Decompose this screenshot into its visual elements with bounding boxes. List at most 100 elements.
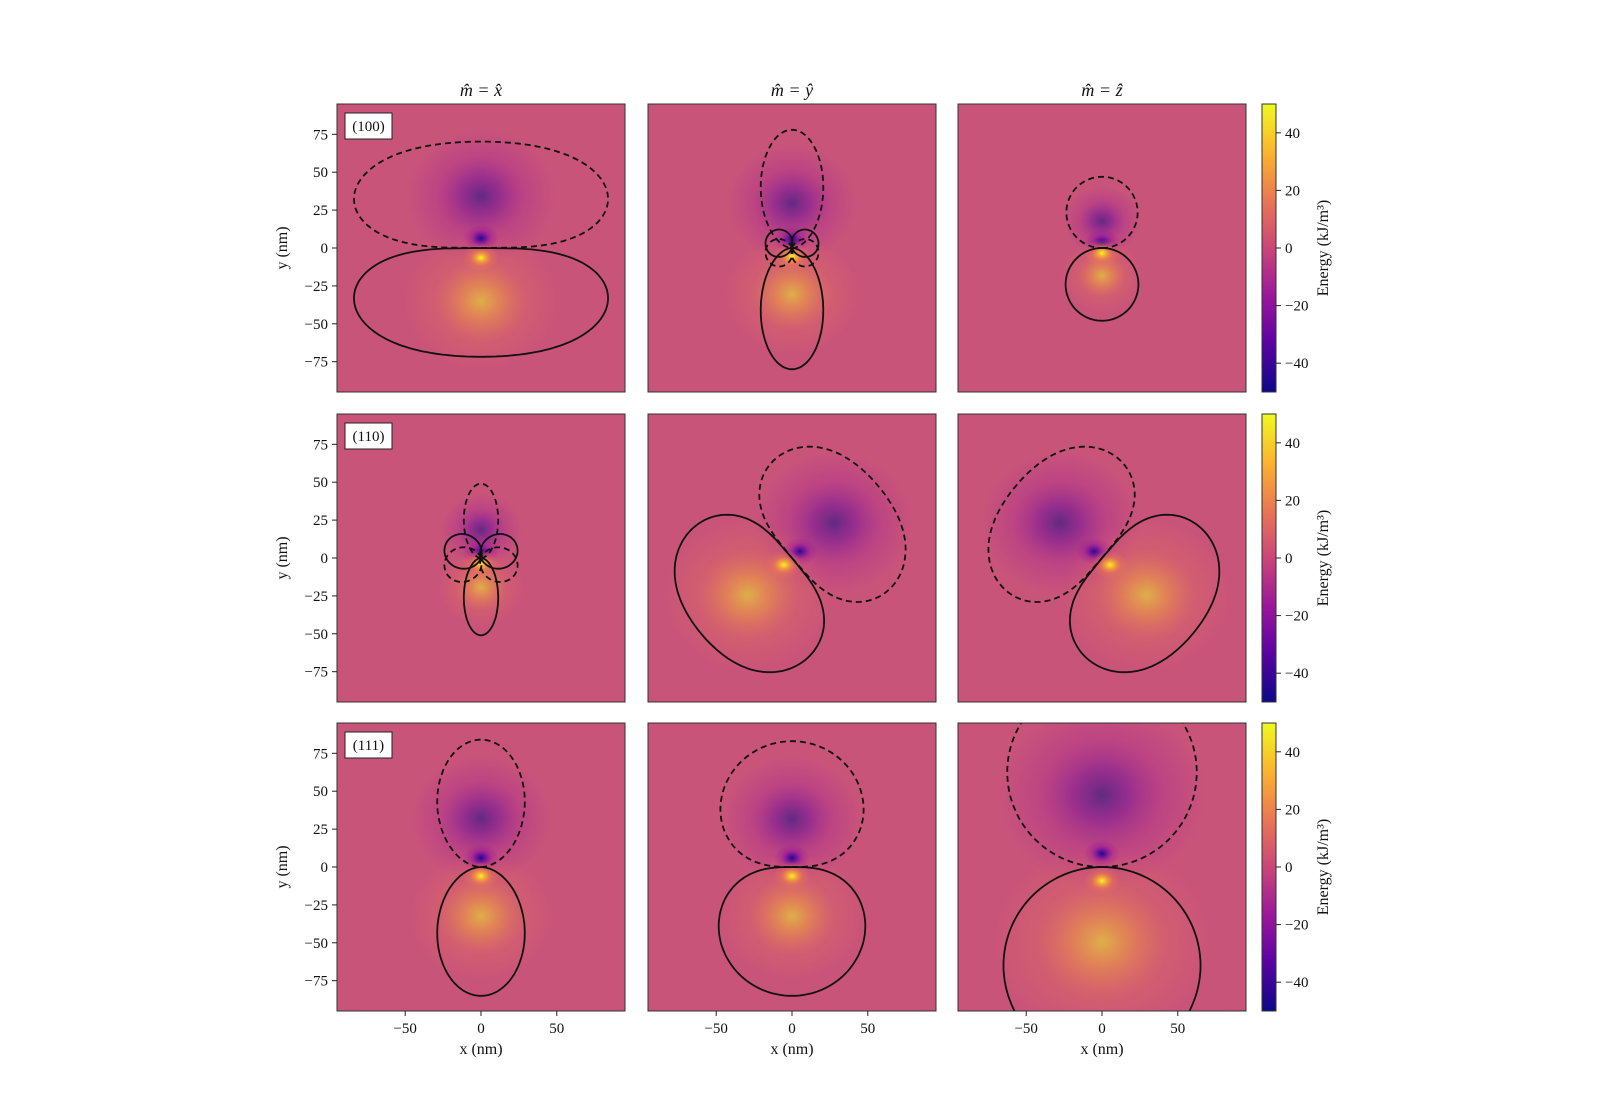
colorbar-label: Energy (kJ/m³)	[1315, 819, 1332, 915]
colorbar: 40 20 0 −20 −40 Energy (kJ/m³)	[1261, 722, 1332, 1012]
colorbar-tick-label: −40	[1285, 356, 1308, 372]
panel: 75 50 25 0 −25 −50 −75 (110)	[305, 413, 626, 703]
panel: −50 0 50	[647, 722, 937, 1037]
colorbar-label: Energy (kJ/m³)	[1315, 510, 1332, 606]
energy-core	[463, 243, 499, 272]
colorbar: 40 20 0 −20 −40 Energy (kJ/m³)	[1261, 103, 1332, 393]
y-tick-label: −50	[305, 317, 328, 333]
panel	[957, 413, 1247, 703]
colorbar-tick-label: 40	[1285, 436, 1300, 452]
panel-frame	[647, 103, 937, 393]
y-tick-label: 50	[313, 165, 328, 181]
colorbar-tick-label: 0	[1285, 551, 1293, 567]
y-tick-label: −50	[305, 627, 328, 643]
energy-core	[774, 242, 810, 271]
y-tick-label: 75	[313, 127, 328, 143]
y-tick-label: 25	[313, 513, 328, 529]
y-tick-label: 75	[313, 437, 328, 453]
colorbar-tick-label: 20	[1285, 802, 1300, 818]
y-axis-label: y (nm)	[274, 226, 291, 269]
panel	[957, 103, 1247, 393]
colorbar-tick-label: 0	[1285, 241, 1293, 257]
colorbar: 40 20 0 −20 −40 Energy (kJ/m³)	[1261, 413, 1332, 703]
negative-contour	[758, 445, 907, 603]
colorbar-tick-label: 0	[1285, 860, 1293, 876]
colorbar-label: Energy (kJ/m³)	[1315, 200, 1332, 296]
colorbar-tick-label: 20	[1285, 493, 1300, 509]
energy-field	[725, 234, 859, 355]
energy-field	[993, 844, 1211, 1011]
column-title: m̂ = x̂	[460, 80, 502, 100]
negative-contour	[462, 482, 500, 559]
panel: −50 0 50	[957, 722, 1247, 1037]
y-tick-label: −75	[305, 355, 328, 371]
positive-contour	[717, 866, 867, 997]
panel	[647, 103, 937, 393]
y-tick-label: 25	[313, 203, 328, 219]
negative-contour	[719, 740, 865, 868]
colorbar-gradient	[1261, 413, 1277, 703]
energy-field	[1062, 185, 1142, 257]
x-axis-label: x (nm)	[459, 1041, 502, 1058]
negative-contour	[353, 140, 609, 249]
y-tick-label: −75	[305, 974, 328, 990]
colorbar-tick-label: 20	[1285, 183, 1300, 199]
y-tick-label: 0	[321, 860, 329, 876]
colorbar-gradient	[1261, 103, 1277, 393]
energy-field	[997, 723, 1207, 889]
positive-contour	[1002, 866, 1202, 1011]
y-tick-label: 0	[321, 241, 329, 257]
x-tick-label: 50	[860, 1021, 875, 1037]
colorbar-tick-label: −20	[1285, 609, 1308, 625]
energy-field	[410, 852, 552, 980]
x-tick-label: 0	[477, 1021, 485, 1037]
y-axis-label: y (nm)	[274, 845, 291, 888]
negative-contour	[764, 238, 794, 268]
positive-contour	[673, 513, 826, 674]
x-tick-label: −50	[704, 1021, 727, 1037]
row-label-text: (110)	[353, 429, 385, 445]
colorbar-tick-label: −20	[1285, 918, 1308, 934]
x-axis-label: x (nm)	[1080, 1041, 1123, 1058]
negative-contour	[790, 238, 820, 268]
y-tick-label: −25	[305, 589, 328, 605]
x-axis-label: x (nm)	[770, 1041, 813, 1058]
y-tick-label: 50	[313, 475, 328, 491]
row-label: (111)	[344, 731, 393, 759]
panel	[647, 413, 937, 703]
positive-contour	[443, 533, 483, 570]
energy-field	[404, 231, 558, 371]
negative-contour	[1065, 175, 1139, 249]
colorbar-gradient	[1261, 722, 1277, 1012]
column-title: m̂ = ŷ	[771, 80, 813, 100]
energy-field	[721, 852, 863, 980]
y-tick-label: −75	[305, 665, 328, 681]
negative-contour	[759, 128, 825, 249]
y-axis-label: y (nm)	[274, 536, 291, 579]
y-tick-label: 25	[313, 822, 328, 838]
row-label: (110)	[344, 422, 393, 450]
positive-contour	[436, 866, 526, 997]
energy-core	[774, 862, 810, 891]
panel-frame	[647, 413, 937, 703]
energy-core	[1084, 239, 1120, 268]
row-label-text: (100)	[352, 119, 385, 135]
x-tick-label: 0	[788, 1021, 796, 1037]
x-tick-label: 0	[1098, 1021, 1106, 1037]
energy-field	[1062, 519, 1230, 671]
energy-field	[1061, 239, 1143, 312]
negative-contour	[436, 738, 526, 868]
x-tick-label: −50	[1014, 1021, 1037, 1037]
positive-contour	[790, 228, 820, 258]
x-tick-label: 50	[549, 1021, 564, 1037]
y-tick-label: 50	[313, 784, 328, 800]
energy-field	[410, 755, 552, 882]
negative-contour	[987, 445, 1136, 603]
energy-field	[722, 756, 862, 882]
row-label-text: (111)	[353, 738, 384, 754]
positive-contour	[1068, 513, 1221, 674]
positive-contour	[759, 247, 825, 371]
positive-contour	[479, 533, 519, 570]
x-tick-label: −50	[393, 1021, 416, 1037]
